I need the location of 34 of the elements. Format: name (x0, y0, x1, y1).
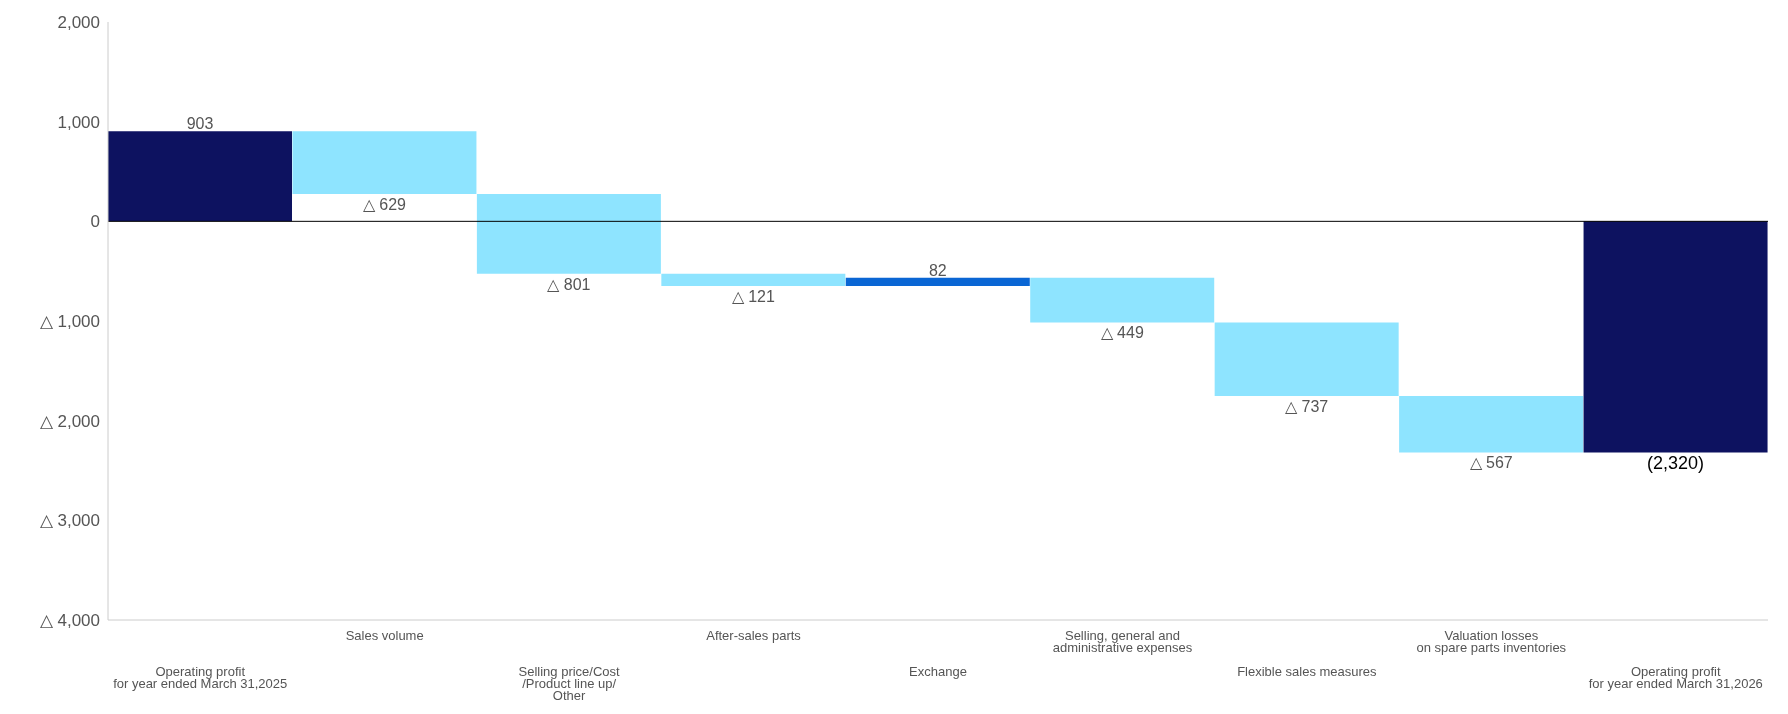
y-tick-label: △ 4,000 (39, 611, 100, 631)
bar (476, 194, 661, 274)
bar (1399, 395, 1584, 453)
y-tick-label: 2,000 (57, 13, 100, 33)
x-tick-label: Sales volume (345, 628, 424, 643)
bar (292, 131, 477, 195)
x-tick-label: Selling price/Cost /Product line up/ Other (518, 664, 621, 703)
data-label: 82 (928, 261, 947, 279)
x-tick-label: Exchange (909, 664, 967, 679)
x-tick-label: Operating profit for year ended March 31,2026 (1588, 664, 1763, 691)
bar (661, 273, 846, 286)
x-tick-label: Flexible sales measures (1237, 664, 1378, 679)
y-tick-label: △ 3,000 (39, 511, 100, 531)
data-label: △ 801 (547, 275, 591, 293)
y-tick-label: 0 (90, 212, 100, 232)
y-tick-label: △ 1,000 (39, 312, 100, 332)
data-label: (2,320) (1647, 452, 1705, 473)
x-tick-label: Selling, general and administrative expenses (1052, 628, 1193, 655)
x-tick-label: Operating profit for year ended March 31,2025 (113, 664, 288, 691)
data-label: △ 629 (362, 196, 407, 214)
bar (845, 277, 1030, 286)
bar (1583, 221, 1768, 453)
bar (1214, 322, 1399, 396)
data-label: △ 121 (731, 287, 776, 305)
x-tick-label: Valuation losses on spare parts inventories (1416, 628, 1567, 655)
y-tick-label: △ 2,000 (39, 411, 100, 431)
y-tick-label: 1,000 (57, 112, 100, 132)
bar (1030, 277, 1215, 323)
data-label: △ 737 (1285, 397, 1329, 415)
data-label: 903 (186, 115, 214, 133)
bar (108, 131, 292, 222)
data-label: △ 567 (1469, 454, 1513, 472)
data-label: △ 449 (1100, 324, 1144, 342)
x-tick-label: After-sales parts (706, 628, 802, 643)
